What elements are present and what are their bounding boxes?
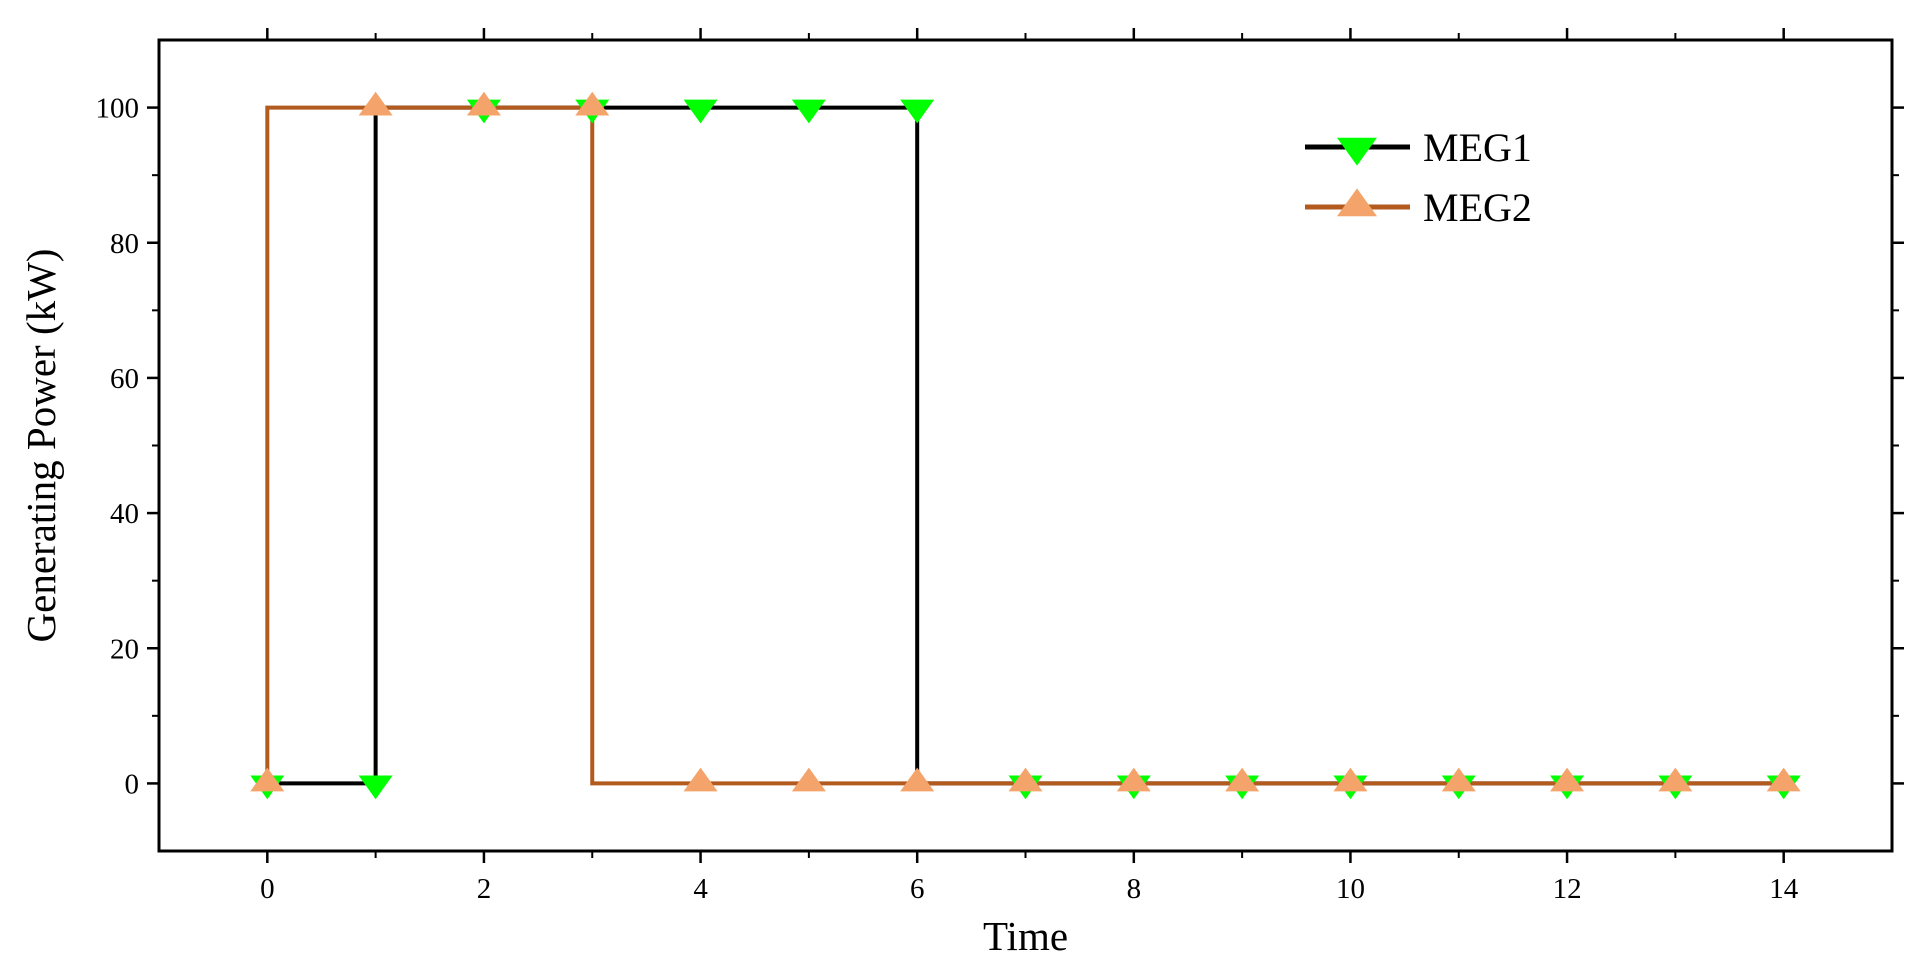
x-tick-label: 4 xyxy=(693,873,708,905)
x-tick-label: 12 xyxy=(1553,873,1582,905)
data-point-meg1 xyxy=(683,99,718,124)
data-point-meg2 xyxy=(791,767,826,792)
data-point-meg1 xyxy=(791,99,826,124)
legend-marker-meg1 xyxy=(1337,137,1377,166)
x-tick-label: 8 xyxy=(1127,873,1142,905)
ticks-layer xyxy=(147,28,1904,863)
y-tick-label: 80 xyxy=(110,228,139,260)
x-axis-label: Time xyxy=(983,913,1068,959)
data-point-meg2 xyxy=(575,91,610,116)
legend-label-meg2: MEG2 xyxy=(1423,185,1532,230)
data-point-meg2 xyxy=(1658,767,1693,792)
x-tick-label: 10 xyxy=(1336,873,1365,905)
x-tick-label: 0 xyxy=(260,873,275,905)
tick-labels-layer: 0 2 4 6 8 10 12 14 0 20 40 60 80 100 xyxy=(96,93,1799,905)
y-axis-label: Generating Power (kW) xyxy=(18,249,64,643)
x-tick-label: 14 xyxy=(1769,873,1799,905)
legend: MEG1 MEG2 xyxy=(1305,125,1532,230)
plot-frame xyxy=(157,38,1894,853)
legend-label-meg1: MEG1 xyxy=(1423,125,1532,170)
data-point-meg2 xyxy=(1333,767,1368,792)
data-point-meg2 xyxy=(1116,767,1151,792)
y-tick-label: 0 xyxy=(125,768,140,800)
data-point-meg1 xyxy=(900,99,935,124)
data-point-meg2 xyxy=(900,767,935,792)
series-line-meg1 xyxy=(267,105,1784,786)
series-layer xyxy=(250,91,1801,800)
legend-item-meg2: MEG2 xyxy=(1305,185,1532,230)
data-point-meg2 xyxy=(683,767,718,792)
x-tick-label: 2 xyxy=(477,873,492,905)
data-point-meg2 xyxy=(1441,767,1476,792)
data-point-meg2 xyxy=(1008,767,1043,792)
y-tick-label: 20 xyxy=(110,633,139,665)
legend-marker-meg2 xyxy=(1337,188,1377,217)
data-point-meg2 xyxy=(1550,767,1585,792)
data-point-meg2 xyxy=(250,767,285,792)
y-tick-label: 60 xyxy=(110,363,139,395)
data-point-meg2 xyxy=(466,91,501,116)
data-point-meg2 xyxy=(1225,767,1260,792)
y-tick-label: 40 xyxy=(110,498,139,530)
data-point-meg2 xyxy=(1766,767,1801,792)
y-tick-label: 100 xyxy=(96,93,140,125)
series-line-meg2 xyxy=(265,105,1784,786)
x-tick-label: 6 xyxy=(910,873,925,905)
data-point-meg1 xyxy=(358,775,393,800)
legend-item-meg1: MEG1 xyxy=(1305,125,1532,170)
data-point-meg2 xyxy=(358,91,393,116)
